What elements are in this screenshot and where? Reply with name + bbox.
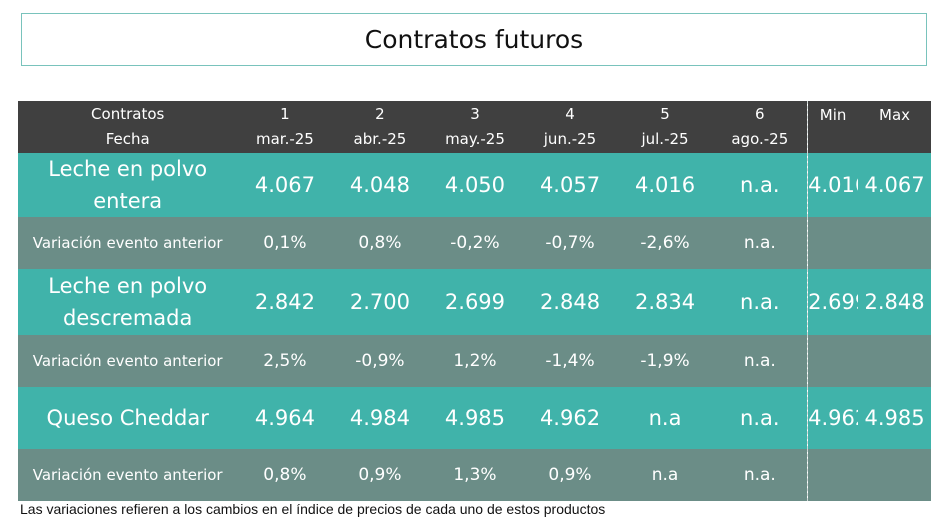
- cell-min: 4.962: [807, 387, 859, 449]
- cell-value: n.a: [617, 449, 713, 501]
- row-label: Variación evento anterior: [18, 217, 238, 269]
- cell-value: 4.048: [332, 153, 428, 217]
- cell-value: 4.964: [237, 387, 333, 449]
- cell-value: n.a.: [712, 387, 808, 449]
- cell-value: -1,9%: [617, 335, 713, 387]
- cell-value: 1,2%: [427, 335, 523, 387]
- footnote: Las variaciones refieren a los cambios e…: [20, 501, 606, 517]
- cell-value: 0,1%: [237, 217, 333, 269]
- cell-value: n.a.: [712, 153, 808, 217]
- cell-value: 4.985: [427, 387, 523, 449]
- cell-min: [807, 217, 859, 269]
- cell-value: n.a.: [712, 449, 808, 501]
- cell-min: 2.699: [807, 269, 859, 335]
- cell-value: 0,9%: [522, 449, 618, 501]
- cell-value: -0,9%: [332, 335, 428, 387]
- table-row: Variación evento anterior 0,1% 0,8% -0,2…: [18, 217, 931, 269]
- contract-date: ago.-25: [731, 130, 789, 148]
- page-title: Contratos futuros: [21, 13, 927, 66]
- cell-min: [807, 335, 859, 387]
- cell-value: 2.848: [522, 269, 618, 335]
- cell-value: 4.016: [617, 153, 713, 217]
- cell-value: 4.067: [237, 153, 333, 217]
- cell-value: 2.842: [237, 269, 333, 335]
- header-max: Max: [858, 101, 931, 153]
- header-contract-5: 5 jul.-25: [617, 101, 713, 153]
- header-min: Min: [807, 101, 859, 153]
- table-row: Variación evento anterior 2,5% -0,9% 1,2…: [18, 335, 931, 387]
- cell-value: n.a.: [712, 269, 808, 335]
- cell-value: 1,3%: [427, 449, 523, 501]
- cell-max: 2.848: [858, 269, 931, 335]
- cell-min: 4.016: [807, 153, 859, 217]
- cell-value: -2,6%: [617, 217, 713, 269]
- header-contract-6: 6 ago.-25: [712, 101, 808, 153]
- cell-value: -1,4%: [522, 335, 618, 387]
- cell-value: 2.834: [617, 269, 713, 335]
- header-row-labels: Contratos Fecha: [18, 101, 238, 153]
- table-row: Leche en polvo descremada 2.842 2.700 2.…: [18, 269, 931, 335]
- header-contract-4: 4 jun.-25: [522, 101, 618, 153]
- cell-max: 4.067: [858, 153, 931, 217]
- contract-date: jul.-25: [641, 130, 689, 148]
- contract-number: 6: [755, 105, 765, 123]
- contract-date: abr.-25: [353, 130, 407, 148]
- cell-value: 4.050: [427, 153, 523, 217]
- row-label: Leche en polvo descremada: [18, 269, 238, 335]
- cell-value: 4.962: [522, 387, 618, 449]
- cell-value: n.a.: [712, 335, 808, 387]
- header-date-label: Fecha: [105, 130, 150, 148]
- header-contract-1: 1 mar.-25: [237, 101, 333, 153]
- contract-number: 3: [470, 105, 480, 123]
- row-label: Queso Cheddar: [18, 387, 238, 449]
- cell-value: -0,7%: [522, 217, 618, 269]
- cell-value: 0,8%: [237, 449, 333, 501]
- cell-value: 4.057: [522, 153, 618, 217]
- cell-value: -0,2%: [427, 217, 523, 269]
- row-label: Variación evento anterior: [18, 335, 238, 387]
- cell-max: [858, 335, 931, 387]
- cell-value: 2.700: [332, 269, 428, 335]
- cell-value: 4.984: [332, 387, 428, 449]
- cell-max: 4.985: [858, 387, 931, 449]
- futures-table: Contratos Fecha 1 mar.-25 2 abr.-25 3 may.-…: [18, 101, 931, 501]
- cell-max: [858, 449, 931, 501]
- row-label: Leche en polvo entera: [18, 153, 238, 217]
- cell-min: [807, 449, 859, 501]
- contract-number: 5: [660, 105, 670, 123]
- cell-value: n.a.: [712, 217, 808, 269]
- contract-date: may.-25: [445, 130, 505, 148]
- table-row: Variación evento anterior 0,8% 0,9% 1,3%…: [18, 449, 931, 501]
- contract-date: jun.-25: [543, 130, 597, 148]
- header-contracts-label: Contratos: [91, 105, 165, 123]
- cell-max: [858, 217, 931, 269]
- contract-number: 2: [375, 105, 385, 123]
- header-contract-2: 2 abr.-25: [332, 101, 428, 153]
- contract-number: 1: [280, 105, 290, 123]
- table-header-row: Contratos Fecha 1 mar.-25 2 abr.-25 3 may.-…: [18, 101, 931, 153]
- header-contract-3: 3 may.-25: [427, 101, 523, 153]
- cell-value: n.a: [617, 387, 713, 449]
- cell-value: 2.699: [427, 269, 523, 335]
- cell-value: 2,5%: [237, 335, 333, 387]
- cell-value: 0,8%: [332, 217, 428, 269]
- contract-date: mar.-25: [255, 130, 314, 148]
- table-row: Leche en polvo entera 4.067 4.048 4.050 …: [18, 153, 931, 217]
- contract-number: 4: [565, 105, 575, 123]
- cell-value: 0,9%: [332, 449, 428, 501]
- row-label: Variación evento anterior: [18, 449, 238, 501]
- table-row: Queso Cheddar 4.964 4.984 4.985 4.962 n.…: [18, 387, 931, 449]
